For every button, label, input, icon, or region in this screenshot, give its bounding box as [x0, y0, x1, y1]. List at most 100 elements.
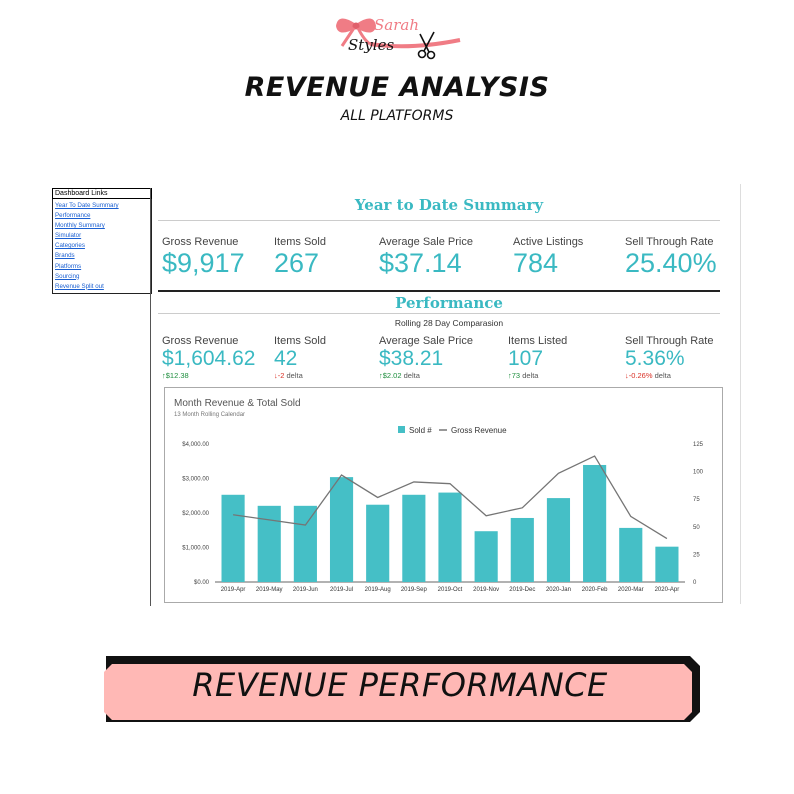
left-axis-tick-label: $3,000.00: [182, 477, 209, 483]
kpi-label: Items Listed: [508, 335, 568, 347]
kpi-delta: ↓-2 delta: [274, 371, 326, 380]
sidebar-divider: [150, 188, 151, 606]
sidebar-link-sourcing[interactable]: Sourcing: [55, 272, 80, 280]
performance-section-title: Performance: [395, 294, 503, 312]
kpi-value: 5.36%: [625, 347, 685, 370]
delta-suffix: delta: [286, 371, 303, 380]
x-axis-tick-label: 2019-Oct: [438, 587, 463, 593]
sidebar-link-ytd-summary[interactable]: Year To Date Summary: [55, 202, 119, 209]
kpi-label: Active Listings: [513, 236, 584, 248]
delta-suffix: delta: [654, 371, 671, 380]
perf-kpi-gross-revenue: Gross Revenue $1,604.62 ↑$12.38: [162, 335, 255, 380]
perf-kpi-sell-through-rate: Sell Through Rate 5.36% ↓-0.26% delta: [625, 335, 713, 380]
x-axis-tick-label: 2019-Jun: [293, 587, 318, 593]
performance-subtitle: Rolling 28 Day Comparasion: [394, 318, 504, 328]
left-axis-tick-label: $1,000.00: [182, 546, 209, 552]
bar-sold-2019-Dec: [510, 517, 534, 582]
kpi-value: 267: [274, 248, 320, 278]
bar-sold-2019-Sep: [402, 494, 426, 582]
right-axis-tick-label: 125: [693, 442, 704, 448]
bar-sold-2019-Nov: [474, 531, 498, 582]
ytd-kpi-active-listings: Active Listings 784: [513, 236, 583, 278]
perf-kpi-items-sold: Items Sold 42 ↓-2 delta: [274, 335, 326, 380]
legend-label-sold: Sold #: [409, 426, 432, 435]
kpi-label: Sell Through Rate: [625, 335, 714, 347]
dashboard-panel: Year to Date Summary Gross Revenue $9,91…: [158, 184, 741, 604]
sidebar-link-brands[interactable]: Brands: [55, 252, 75, 260]
sidebar-link-simulator[interactable]: Simulator: [55, 232, 82, 240]
x-axis-tick-label: 2020-Mar: [618, 587, 644, 593]
revenue-performance-banner: REVENUE PERFORMANCE: [100, 652, 700, 724]
x-axis-tick-label: 2019-Nov: [473, 587, 499, 593]
delta-value: ↓-0.26%: [625, 371, 653, 380]
kpi-label: Gross Revenue: [162, 236, 239, 248]
bar-sold-2020-Jan: [546, 498, 571, 582]
banner-shape: [104, 656, 700, 722]
bar-sold-2020-Apr: [655, 546, 679, 582]
kpi-value: 784: [513, 248, 559, 278]
bar-sold-2020-Feb: [583, 464, 607, 582]
sidebar-link-categories[interactable]: Categories: [55, 242, 85, 250]
dashboard-links-panel: Dashboard Links Year To Date Summary Per…: [52, 188, 152, 294]
bow-scissors-logo: Sarah Styles: [336, 16, 461, 60]
sidebar-link-platforms[interactable]: Platforms: [55, 262, 82, 270]
bar-sold-2019-Oct: [438, 492, 462, 582]
chart-title: Month Revenue & Total Sold: [174, 398, 301, 409]
scissors-icon: [417, 31, 436, 60]
sidebar-link-revenue-split-out[interactable]: Revenue Split out: [55, 282, 104, 290]
kpi-delta: ↑$2.02 delta: [379, 371, 473, 380]
kpi-value: $1,604.62: [162, 347, 256, 370]
delta-suffix: delta: [522, 371, 539, 380]
right-axis-tick-label: 0: [693, 580, 697, 586]
x-axis-tick-label: 2019-Jul: [330, 587, 353, 593]
delta-value: ↑$12.38: [162, 371, 189, 380]
chart-subtitle: 13 Month Rolling Calendar: [174, 412, 246, 418]
delta-value: ↑73: [508, 371, 521, 380]
bar-sold-2019-May: [257, 505, 281, 582]
kpi-label: Items Sold: [274, 236, 326, 248]
sidebar-link-monthly-summary[interactable]: Monthly Summary: [55, 222, 105, 230]
kpi-delta: ↑73 delta: [508, 371, 567, 380]
x-axis-tick-label: 2019-May: [256, 587, 283, 593]
kpi-delta: ↑$12.38: [162, 371, 255, 380]
delta-value: ↑$2.02: [379, 371, 402, 380]
brand-text-sarah: Sarah: [374, 16, 419, 34]
page-title: REVENUE ANALYSIS: [244, 72, 550, 103]
kpi-delta: ↓-0.26% delta: [625, 371, 713, 380]
performance-title-divider: [158, 313, 720, 314]
performance-divider: [158, 290, 720, 292]
x-axis-tick-label: 2019-Dec: [509, 587, 535, 593]
x-axis-tick-label: 2019-Aug: [365, 587, 391, 593]
right-axis-tick-label: 25: [693, 552, 700, 558]
perf-kpi-items-listed: Items Listed 107 ↑73 delta: [508, 335, 567, 380]
kpi-value: $38.21: [379, 347, 444, 370]
kpi-value: $37.14: [379, 248, 462, 278]
kpi-value: 42: [274, 347, 298, 370]
ytd-kpi-items-sold: Items Sold 267: [274, 236, 326, 278]
banner-text: REVENUE PERFORMANCE: [192, 666, 608, 704]
kpi-value: 25.40%: [625, 248, 717, 278]
delta-suffix: delta: [403, 371, 420, 380]
ytd-section-title: Year to Date Summary: [354, 196, 544, 214]
left-axis-tick-label: $4,000.00: [182, 442, 209, 448]
bar-sold-2019-Apr: [221, 494, 245, 582]
ytd-divider: [158, 220, 720, 221]
bar-sold-2019-Jun: [293, 505, 317, 582]
right-axis-tick-label: 50: [693, 525, 700, 531]
kpi-label: Gross Revenue: [162, 335, 239, 347]
bar-sold-2020-Mar: [619, 527, 643, 582]
delta-value: ↓-2: [274, 371, 285, 380]
legend-label-gross-revenue: Gross Revenue: [451, 426, 507, 435]
left-axis-tick-label: $0.00: [194, 580, 210, 586]
sidebar-link-performance[interactable]: Performance: [55, 212, 91, 220]
brand-logo: Sarah Styles: [330, 10, 470, 66]
x-axis-tick-label: 2020-Feb: [582, 587, 608, 593]
ytd-kpi-sell-through-rate: Sell Through Rate 25.40%: [625, 236, 717, 278]
kpi-label: Average Sale Price: [379, 236, 473, 248]
legend-swatch-sold: [398, 426, 405, 433]
left-axis-tick-label: $2,000.00: [182, 511, 209, 517]
bar-sold-2019-Aug: [366, 504, 390, 582]
x-axis-tick-label: 2019-Apr: [221, 587, 246, 593]
right-axis-tick-label: 75: [693, 497, 700, 503]
month-revenue-chart: Month Revenue & Total Sold 13 Month Roll…: [164, 387, 723, 603]
